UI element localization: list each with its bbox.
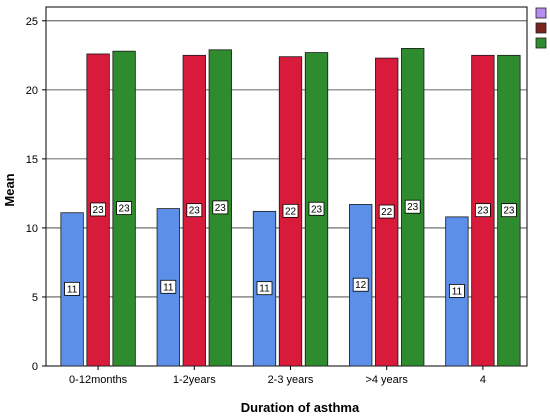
- legend-swatch: [535, 22, 547, 34]
- y-tick-label: 5: [32, 292, 38, 304]
- data-label: 23: [93, 205, 105, 216]
- data-label-box: [160, 279, 177, 294]
- data-label-box: [448, 284, 465, 298]
- y-axis: 0 5 10 15 20 25: [26, 16, 46, 373]
- data-label: 22: [381, 207, 393, 218]
- data-label-box: [90, 202, 106, 217]
- data-label-box: [474, 203, 491, 218]
- data-label: 23: [503, 206, 515, 217]
- data-label-box: [256, 281, 273, 296]
- x-tick-label: >4 years: [365, 374, 408, 386]
- legend: [535, 7, 547, 49]
- bars: 11 23 23 11 23 23 11 22 23 12 22 23 11 23 23: [60, 48, 521, 367]
- x-axis-title: Duration of asthma: [241, 400, 360, 415]
- data-label-box: [308, 201, 325, 216]
- data-label: 11: [163, 282, 174, 293]
- data-label: 23: [477, 206, 489, 217]
- data-label-box: [212, 200, 229, 215]
- y-tick-label: 20: [26, 85, 38, 97]
- legend-swatch: [535, 37, 547, 49]
- x-tick-label: 0-12months: [69, 374, 128, 386]
- data-label-box: [352, 277, 369, 292]
- data-label: 23: [311, 204, 323, 215]
- y-axis-title: Mean: [2, 173, 17, 206]
- data-label-box: [186, 203, 203, 218]
- y-tick-label: 15: [26, 154, 38, 166]
- data-label-box: [116, 201, 132, 215]
- x-tick-label: 2-3 years: [268, 374, 314, 386]
- data-label: 22: [285, 206, 297, 217]
- y-tick-label: 0: [32, 361, 38, 373]
- data-label: 23: [119, 204, 131, 215]
- x-tick-label: 4: [480, 374, 486, 386]
- data-label-box: [500, 203, 517, 218]
- data-label: 12: [355, 280, 367, 291]
- data-label: 11: [452, 286, 463, 297]
- data-label-box: [404, 199, 421, 214]
- data-label: 11: [67, 284, 78, 295]
- data-label: 23: [189, 206, 201, 217]
- data-label-box: [64, 281, 80, 296]
- x-tick-label: 1-2years: [173, 374, 216, 386]
- data-label-box: [378, 204, 395, 219]
- x-axis: 0-12months 1-2years 2-3 years >4 years 4: [69, 366, 486, 386]
- data-label: 23: [407, 202, 419, 213]
- data-label: 23: [215, 203, 227, 214]
- data-label: 11: [259, 284, 270, 295]
- y-tick-label: 10: [26, 223, 38, 235]
- y-tick-label: 25: [26, 16, 38, 28]
- legend-swatch: [535, 7, 547, 19]
- data-label-box: [282, 203, 299, 218]
